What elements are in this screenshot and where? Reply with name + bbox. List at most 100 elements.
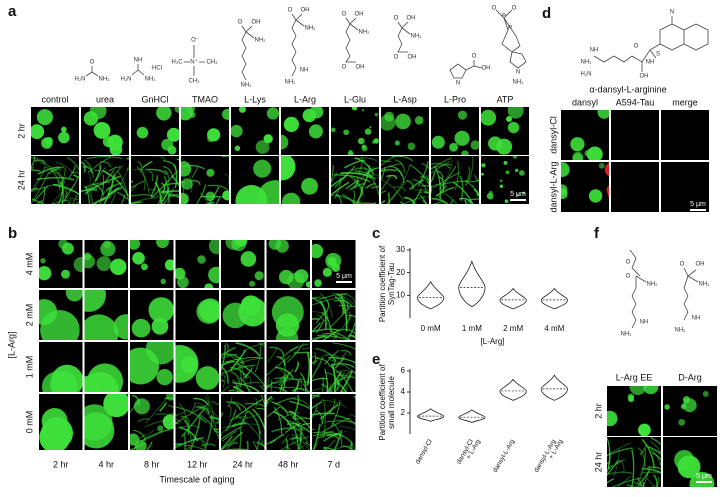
atom: H₃C <box>171 60 183 66</box>
column-label: dansyl <box>572 97 598 107</box>
droplet <box>457 110 468 120</box>
micrograph <box>611 110 659 160</box>
fiber <box>431 197 449 204</box>
fiber <box>349 414 356 418</box>
micrograph <box>221 342 265 392</box>
micrograph <box>175 240 219 288</box>
fiber <box>431 164 452 170</box>
fiber <box>156 413 174 416</box>
fiber <box>409 164 429 186</box>
bond <box>593 16 709 72</box>
atom: O <box>90 60 95 66</box>
droplet <box>238 297 265 327</box>
fiber <box>439 184 446 195</box>
scale-bar-label: 5 μm <box>690 201 706 208</box>
atom: O <box>512 6 517 12</box>
row-label: [L-Arg] <box>6 331 16 358</box>
micrograph-content <box>84 290 128 340</box>
fiber <box>312 322 321 333</box>
fiber <box>189 417 201 450</box>
fiber <box>642 481 645 487</box>
fiber <box>475 179 479 182</box>
fiber <box>333 299 353 307</box>
micrograph <box>131 156 179 204</box>
droplet <box>369 126 372 129</box>
fiber <box>641 471 661 474</box>
atom: OH <box>482 66 491 72</box>
fiber <box>271 427 296 433</box>
fiber <box>618 459 625 474</box>
fiber <box>391 156 414 162</box>
micrograph-content <box>607 437 661 487</box>
fiber <box>232 358 263 366</box>
atom: O <box>680 262 685 268</box>
fiber <box>81 165 90 167</box>
fiber <box>221 394 224 396</box>
droplet <box>301 177 319 195</box>
violin <box>417 408 445 422</box>
fiber <box>332 342 356 350</box>
fiber <box>304 442 310 446</box>
atom: O <box>342 65 347 71</box>
droplet <box>561 184 568 196</box>
fiber <box>157 191 166 204</box>
row-label: dansyl-Cl <box>548 116 558 154</box>
droplet <box>174 107 179 114</box>
fiber <box>651 452 661 461</box>
fiber <box>324 368 328 392</box>
fiber <box>312 356 324 379</box>
fiber <box>73 174 79 179</box>
fiber <box>333 430 343 450</box>
micrograph-content <box>664 391 709 426</box>
fiber <box>352 179 363 198</box>
fiber <box>31 169 41 172</box>
atom: NH₂ <box>241 83 253 89</box>
fiber <box>61 176 79 204</box>
column-label: 48 hr <box>278 459 299 469</box>
droplet <box>132 251 145 265</box>
fiber <box>269 346 285 355</box>
droplet <box>166 394 174 401</box>
bond <box>629 249 647 329</box>
fiber <box>329 306 351 329</box>
fiber <box>230 366 248 380</box>
fiber <box>339 328 356 335</box>
droplet <box>364 128 372 135</box>
fiber <box>285 438 288 450</box>
droplet <box>87 363 123 392</box>
fiber <box>626 484 635 487</box>
fiber <box>331 175 347 187</box>
fiber <box>293 417 310 420</box>
fiber <box>381 179 404 202</box>
fiber <box>67 199 74 204</box>
fiber <box>41 186 45 204</box>
fiber <box>238 427 242 450</box>
micrograph <box>221 394 265 450</box>
droplet <box>598 162 605 169</box>
droplet <box>331 263 341 272</box>
fiber <box>221 354 238 359</box>
fiber <box>421 162 429 170</box>
micrograph-content <box>674 449 715 487</box>
micrograph-content <box>136 107 179 155</box>
fiber <box>214 430 219 434</box>
fiber <box>83 181 111 189</box>
fiber <box>221 412 224 419</box>
violin <box>458 259 486 308</box>
fiber <box>320 416 325 427</box>
micrograph-content <box>181 156 229 204</box>
micrograph <box>181 156 229 204</box>
fiber <box>294 361 300 373</box>
fiber <box>84 167 106 195</box>
droplet <box>604 162 609 177</box>
fiber <box>331 172 338 184</box>
atom: O <box>626 274 631 280</box>
micrograph-content <box>83 107 123 155</box>
fiber <box>344 159 365 169</box>
fiber <box>349 175 364 196</box>
fiber <box>312 388 322 392</box>
micrograph <box>266 240 310 288</box>
droplet <box>597 110 609 119</box>
fiber <box>293 351 310 354</box>
droplet <box>156 240 169 249</box>
